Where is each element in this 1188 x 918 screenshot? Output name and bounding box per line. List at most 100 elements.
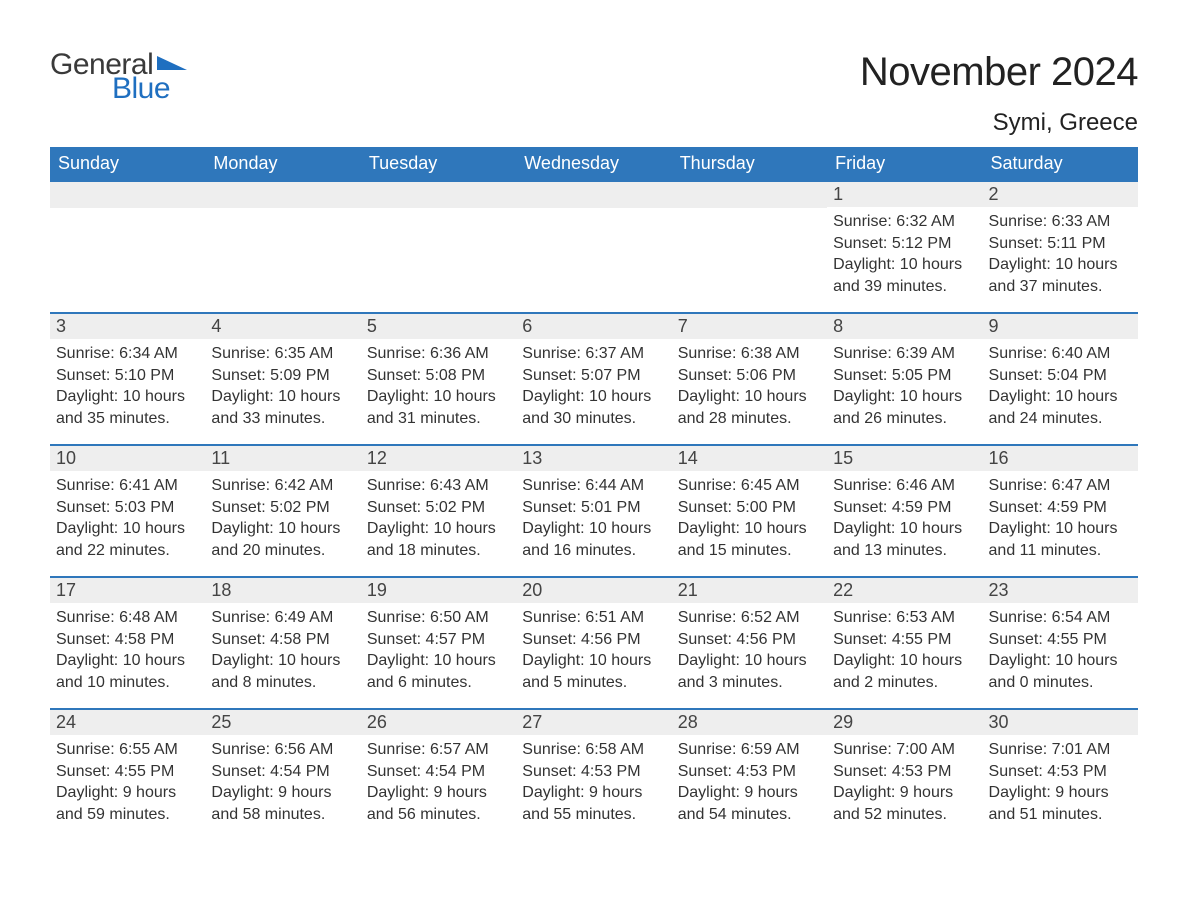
sunset-text: Sunset: 4:54 PM [211,761,354,783]
calendar-day-cell: 18Sunrise: 6:49 AMSunset: 4:58 PMDayligh… [205,577,360,709]
day-number: 22 [827,578,982,603]
day-number: 7 [672,314,827,339]
day-details: Sunrise: 6:40 AMSunset: 5:04 PMDaylight:… [983,339,1138,433]
day-details: Sunrise: 6:48 AMSunset: 4:58 PMDaylight:… [50,603,205,697]
daylight-text: Daylight: 9 hours and 55 minutes. [522,782,665,825]
sunset-text: Sunset: 4:59 PM [833,497,976,519]
daylight-text: Daylight: 10 hours and 28 minutes. [678,386,821,429]
day-details: Sunrise: 6:38 AMSunset: 5:06 PMDaylight:… [672,339,827,433]
day-details: Sunrise: 6:43 AMSunset: 5:02 PMDaylight:… [361,471,516,565]
sunrise-text: Sunrise: 6:50 AM [367,607,510,629]
day-details: Sunrise: 6:49 AMSunset: 4:58 PMDaylight:… [205,603,360,697]
day-number: 14 [672,446,827,471]
sunset-text: Sunset: 5:05 PM [833,365,976,387]
calendar-empty-cell [361,181,516,313]
calendar-week-row: 3Sunrise: 6:34 AMSunset: 5:10 PMDaylight… [50,313,1138,445]
daylight-text: Daylight: 10 hours and 37 minutes. [989,254,1132,297]
calendar-day-cell: 23Sunrise: 6:54 AMSunset: 4:55 PMDayligh… [983,577,1138,709]
day-details: Sunrise: 7:01 AMSunset: 4:53 PMDaylight:… [983,735,1138,829]
empty-daynum-bar [516,182,671,208]
brand-logo: General Blue [50,50,187,104]
sunrise-text: Sunrise: 6:38 AM [678,343,821,365]
calendar-day-cell: 29Sunrise: 7:00 AMSunset: 4:53 PMDayligh… [827,709,982,841]
day-details: Sunrise: 6:56 AMSunset: 4:54 PMDaylight:… [205,735,360,829]
sunset-text: Sunset: 5:00 PM [678,497,821,519]
sunrise-text: Sunrise: 6:39 AM [833,343,976,365]
sunrise-text: Sunrise: 6:56 AM [211,739,354,761]
sunrise-text: Sunrise: 6:41 AM [56,475,199,497]
sunrise-text: Sunrise: 6:42 AM [211,475,354,497]
sunset-text: Sunset: 4:57 PM [367,629,510,651]
day-details: Sunrise: 6:42 AMSunset: 5:02 PMDaylight:… [205,471,360,565]
daylight-text: Daylight: 10 hours and 2 minutes. [833,650,976,693]
sunset-text: Sunset: 5:09 PM [211,365,354,387]
calendar-day-cell: 19Sunrise: 6:50 AMSunset: 4:57 PMDayligh… [361,577,516,709]
calendar-day-cell: 14Sunrise: 6:45 AMSunset: 5:00 PMDayligh… [672,445,827,577]
calendar-day-cell: 10Sunrise: 6:41 AMSunset: 5:03 PMDayligh… [50,445,205,577]
sunrise-text: Sunrise: 6:55 AM [56,739,199,761]
sunrise-text: Sunrise: 6:46 AM [833,475,976,497]
weekday-header: Saturday [983,147,1138,181]
daylight-text: Daylight: 10 hours and 20 minutes. [211,518,354,561]
calendar-day-cell: 4Sunrise: 6:35 AMSunset: 5:09 PMDaylight… [205,313,360,445]
daylight-text: Daylight: 10 hours and 33 minutes. [211,386,354,429]
daylight-text: Daylight: 10 hours and 22 minutes. [56,518,199,561]
day-details: Sunrise: 6:50 AMSunset: 4:57 PMDaylight:… [361,603,516,697]
sunset-text: Sunset: 4:56 PM [678,629,821,651]
calendar-day-cell: 20Sunrise: 6:51 AMSunset: 4:56 PMDayligh… [516,577,671,709]
day-details: Sunrise: 6:39 AMSunset: 5:05 PMDaylight:… [827,339,982,433]
calendar-day-cell: 26Sunrise: 6:57 AMSunset: 4:54 PMDayligh… [361,709,516,841]
empty-daynum-bar [50,182,205,208]
day-details: Sunrise: 6:41 AMSunset: 5:03 PMDaylight:… [50,471,205,565]
sunset-text: Sunset: 4:55 PM [56,761,199,783]
weekday-header: Tuesday [361,147,516,181]
day-number: 11 [205,446,360,471]
sunrise-text: Sunrise: 7:01 AM [989,739,1132,761]
sunrise-text: Sunrise: 6:45 AM [678,475,821,497]
sunrise-text: Sunrise: 6:58 AM [522,739,665,761]
calendar-day-cell: 27Sunrise: 6:58 AMSunset: 4:53 PMDayligh… [516,709,671,841]
daylight-text: Daylight: 10 hours and 31 minutes. [367,386,510,429]
page-header: General Blue November 2024 Symi, Greece [50,50,1138,137]
daylight-text: Daylight: 10 hours and 39 minutes. [833,254,976,297]
calendar-table: SundayMondayTuesdayWednesdayThursdayFrid… [50,147,1138,841]
day-number: 16 [983,446,1138,471]
day-details: Sunrise: 6:45 AMSunset: 5:00 PMDaylight:… [672,471,827,565]
daylight-text: Daylight: 10 hours and 5 minutes. [522,650,665,693]
daylight-text: Daylight: 10 hours and 3 minutes. [678,650,821,693]
day-number: 30 [983,710,1138,735]
day-details: Sunrise: 6:58 AMSunset: 4:53 PMDaylight:… [516,735,671,829]
daylight-text: Daylight: 10 hours and 10 minutes. [56,650,199,693]
daylight-text: Daylight: 10 hours and 11 minutes. [989,518,1132,561]
month-title: November 2024 [860,50,1138,95]
day-number: 21 [672,578,827,603]
daylight-text: Daylight: 9 hours and 54 minutes. [678,782,821,825]
day-details: Sunrise: 6:32 AMSunset: 5:12 PMDaylight:… [827,207,982,301]
sunset-text: Sunset: 5:02 PM [367,497,510,519]
empty-daynum-bar [672,182,827,208]
sunrise-text: Sunrise: 6:52 AM [678,607,821,629]
day-number: 24 [50,710,205,735]
sunrise-text: Sunrise: 6:44 AM [522,475,665,497]
day-number: 15 [827,446,982,471]
calendar-day-cell: 6Sunrise: 6:37 AMSunset: 5:07 PMDaylight… [516,313,671,445]
sunset-text: Sunset: 5:11 PM [989,233,1132,255]
weekday-header: Wednesday [516,147,671,181]
daylight-text: Daylight: 10 hours and 35 minutes. [56,386,199,429]
sunset-text: Sunset: 5:02 PM [211,497,354,519]
day-details: Sunrise: 6:44 AMSunset: 5:01 PMDaylight:… [516,471,671,565]
day-number: 18 [205,578,360,603]
sunset-text: Sunset: 4:53 PM [522,761,665,783]
calendar-day-cell: 17Sunrise: 6:48 AMSunset: 4:58 PMDayligh… [50,577,205,709]
calendar-day-cell: 24Sunrise: 6:55 AMSunset: 4:55 PMDayligh… [50,709,205,841]
calendar-week-row: 1Sunrise: 6:32 AMSunset: 5:12 PMDaylight… [50,181,1138,313]
sunset-text: Sunset: 5:08 PM [367,365,510,387]
day-number: 28 [672,710,827,735]
weekday-header: Friday [827,147,982,181]
sunrise-text: Sunrise: 6:51 AM [522,607,665,629]
daylight-text: Daylight: 10 hours and 18 minutes. [367,518,510,561]
calendar-day-cell: 12Sunrise: 6:43 AMSunset: 5:02 PMDayligh… [361,445,516,577]
day-number: 4 [205,314,360,339]
day-number: 17 [50,578,205,603]
brand-word-blue: Blue [112,74,187,104]
